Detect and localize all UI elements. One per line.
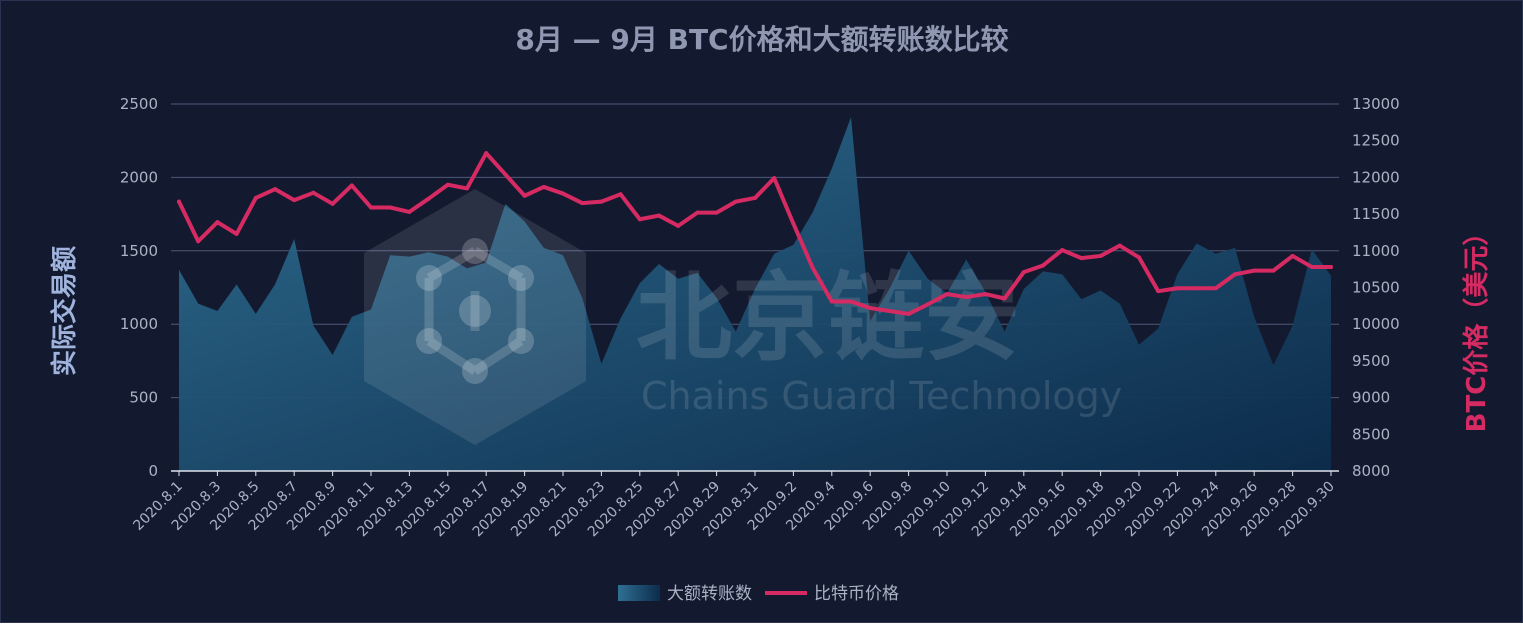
line-point xyxy=(388,205,393,210)
line-point xyxy=(1252,268,1257,273)
line-point xyxy=(714,210,719,215)
chart-frame: 8月 — 9月 BTC价格和大额转账数比较 xyxy=(0,0,1523,623)
line-point xyxy=(618,192,623,197)
left-tick-label: 1000 xyxy=(120,315,158,333)
line-point xyxy=(369,205,373,210)
line-point xyxy=(1002,296,1007,301)
line-point xyxy=(234,231,239,236)
area-series-大额转账数 xyxy=(179,117,1331,472)
right-tick-label: 8000 xyxy=(1352,462,1390,480)
line-point xyxy=(1271,268,1276,273)
area-series-layer xyxy=(179,117,1331,472)
right-tick-label: 11500 xyxy=(1352,205,1400,223)
legend-label-line: 比特币价格 xyxy=(814,584,899,604)
line-point xyxy=(484,151,489,156)
right-tick-label: 13000 xyxy=(1352,95,1400,113)
line-point xyxy=(849,299,853,304)
line-point xyxy=(541,184,546,189)
right-axis: 8000 8500 9000 9500 10000 10500 11000 11500 1200… xyxy=(1352,95,1400,480)
line-point xyxy=(733,199,738,204)
line-point xyxy=(945,292,949,297)
right-tick-label: 10000 xyxy=(1352,315,1400,333)
right-tick-label: 12000 xyxy=(1352,168,1400,186)
watermark-logo: 北京链安 Chains Guard Technology xyxy=(364,189,1122,445)
line-point xyxy=(445,182,450,187)
left-tick-label: 2000 xyxy=(120,168,158,186)
right-tick-label: 10500 xyxy=(1352,279,1400,297)
line-point xyxy=(1041,263,1045,268)
line-point xyxy=(292,198,297,203)
watermark-en-text: Chains Guard Technology xyxy=(641,374,1122,418)
legend: 大额转账数 比特币价格 xyxy=(618,584,899,604)
line-point xyxy=(695,210,700,215)
line-point xyxy=(1137,255,1141,260)
left-axis: 0 500 1000 1500 2000 2500 xyxy=(120,95,158,480)
chart-title: 8月 — 9月 BTC价格和大额转账数比较 xyxy=(515,23,1008,56)
line-point xyxy=(657,213,661,218)
line-point xyxy=(1175,286,1180,291)
line-point xyxy=(407,209,412,214)
right-tick-label: 11000 xyxy=(1352,242,1400,260)
watermark-shield-icon xyxy=(364,189,586,445)
watermark-cn-text: 北京链安 xyxy=(636,262,1020,374)
x-axis: 2020.8.12020.8.32020.8.52020.8.72020.8.9… xyxy=(130,471,1338,540)
line-point xyxy=(1329,264,1333,269)
line-point xyxy=(1309,264,1314,269)
line-point xyxy=(810,265,815,270)
right-axis-label: BTC价格（美元） xyxy=(1461,220,1492,433)
right-tick-label: 9500 xyxy=(1352,352,1390,370)
left-tick-label: 1500 xyxy=(120,242,158,260)
line-point xyxy=(465,186,469,191)
line-point xyxy=(1233,272,1237,277)
legend-swatch-area xyxy=(618,585,660,601)
line-point xyxy=(1117,243,1122,248)
right-tick-label: 8500 xyxy=(1352,425,1390,443)
line-point xyxy=(177,199,181,204)
line-point xyxy=(637,217,642,222)
line-point xyxy=(1213,286,1218,291)
line-point xyxy=(330,201,335,206)
line-point xyxy=(580,201,585,206)
line-point xyxy=(1156,289,1161,294)
line-point xyxy=(1021,270,1026,275)
line-point xyxy=(772,176,777,181)
left-tick-label: 2500 xyxy=(120,95,158,113)
left-axis-label: 实际交易额 xyxy=(49,246,80,376)
line-point xyxy=(964,295,969,300)
line-point xyxy=(522,193,527,198)
line-point xyxy=(791,221,796,226)
line-point xyxy=(1290,253,1295,258)
legend-label-area: 大额转账数 xyxy=(667,584,752,604)
line-point xyxy=(349,183,354,188)
line-point xyxy=(426,196,431,201)
line-point xyxy=(983,292,988,297)
line-point xyxy=(196,239,201,244)
left-tick-label: 0 xyxy=(148,462,158,480)
chart-canvas: 8月 — 9月 BTC价格和大额转账数比较 xyxy=(49,23,1492,604)
line-point xyxy=(868,306,873,311)
line-point xyxy=(215,220,220,225)
line-point xyxy=(906,311,911,316)
line-point xyxy=(273,187,277,192)
line-point xyxy=(676,223,681,228)
legend-item-area[interactable]: 大额转账数 xyxy=(618,584,752,604)
left-tick-label: 500 xyxy=(129,389,158,407)
line-point xyxy=(829,299,834,304)
line-series-layer xyxy=(177,151,1333,316)
line-point xyxy=(887,308,892,313)
line-point xyxy=(753,195,757,200)
line-point xyxy=(925,302,930,307)
right-tick-label: 12500 xyxy=(1352,132,1400,150)
line-point xyxy=(1194,286,1199,291)
line-point xyxy=(1098,253,1103,258)
line-point xyxy=(561,191,565,196)
line-point xyxy=(253,195,258,200)
line-point xyxy=(503,172,508,177)
line-point xyxy=(599,199,604,204)
line-point xyxy=(1079,256,1084,261)
line-point xyxy=(311,190,316,195)
line-point xyxy=(1060,248,1065,253)
legend-item-line[interactable]: 比特币价格 xyxy=(765,584,899,604)
right-tick-label: 9000 xyxy=(1352,389,1390,407)
